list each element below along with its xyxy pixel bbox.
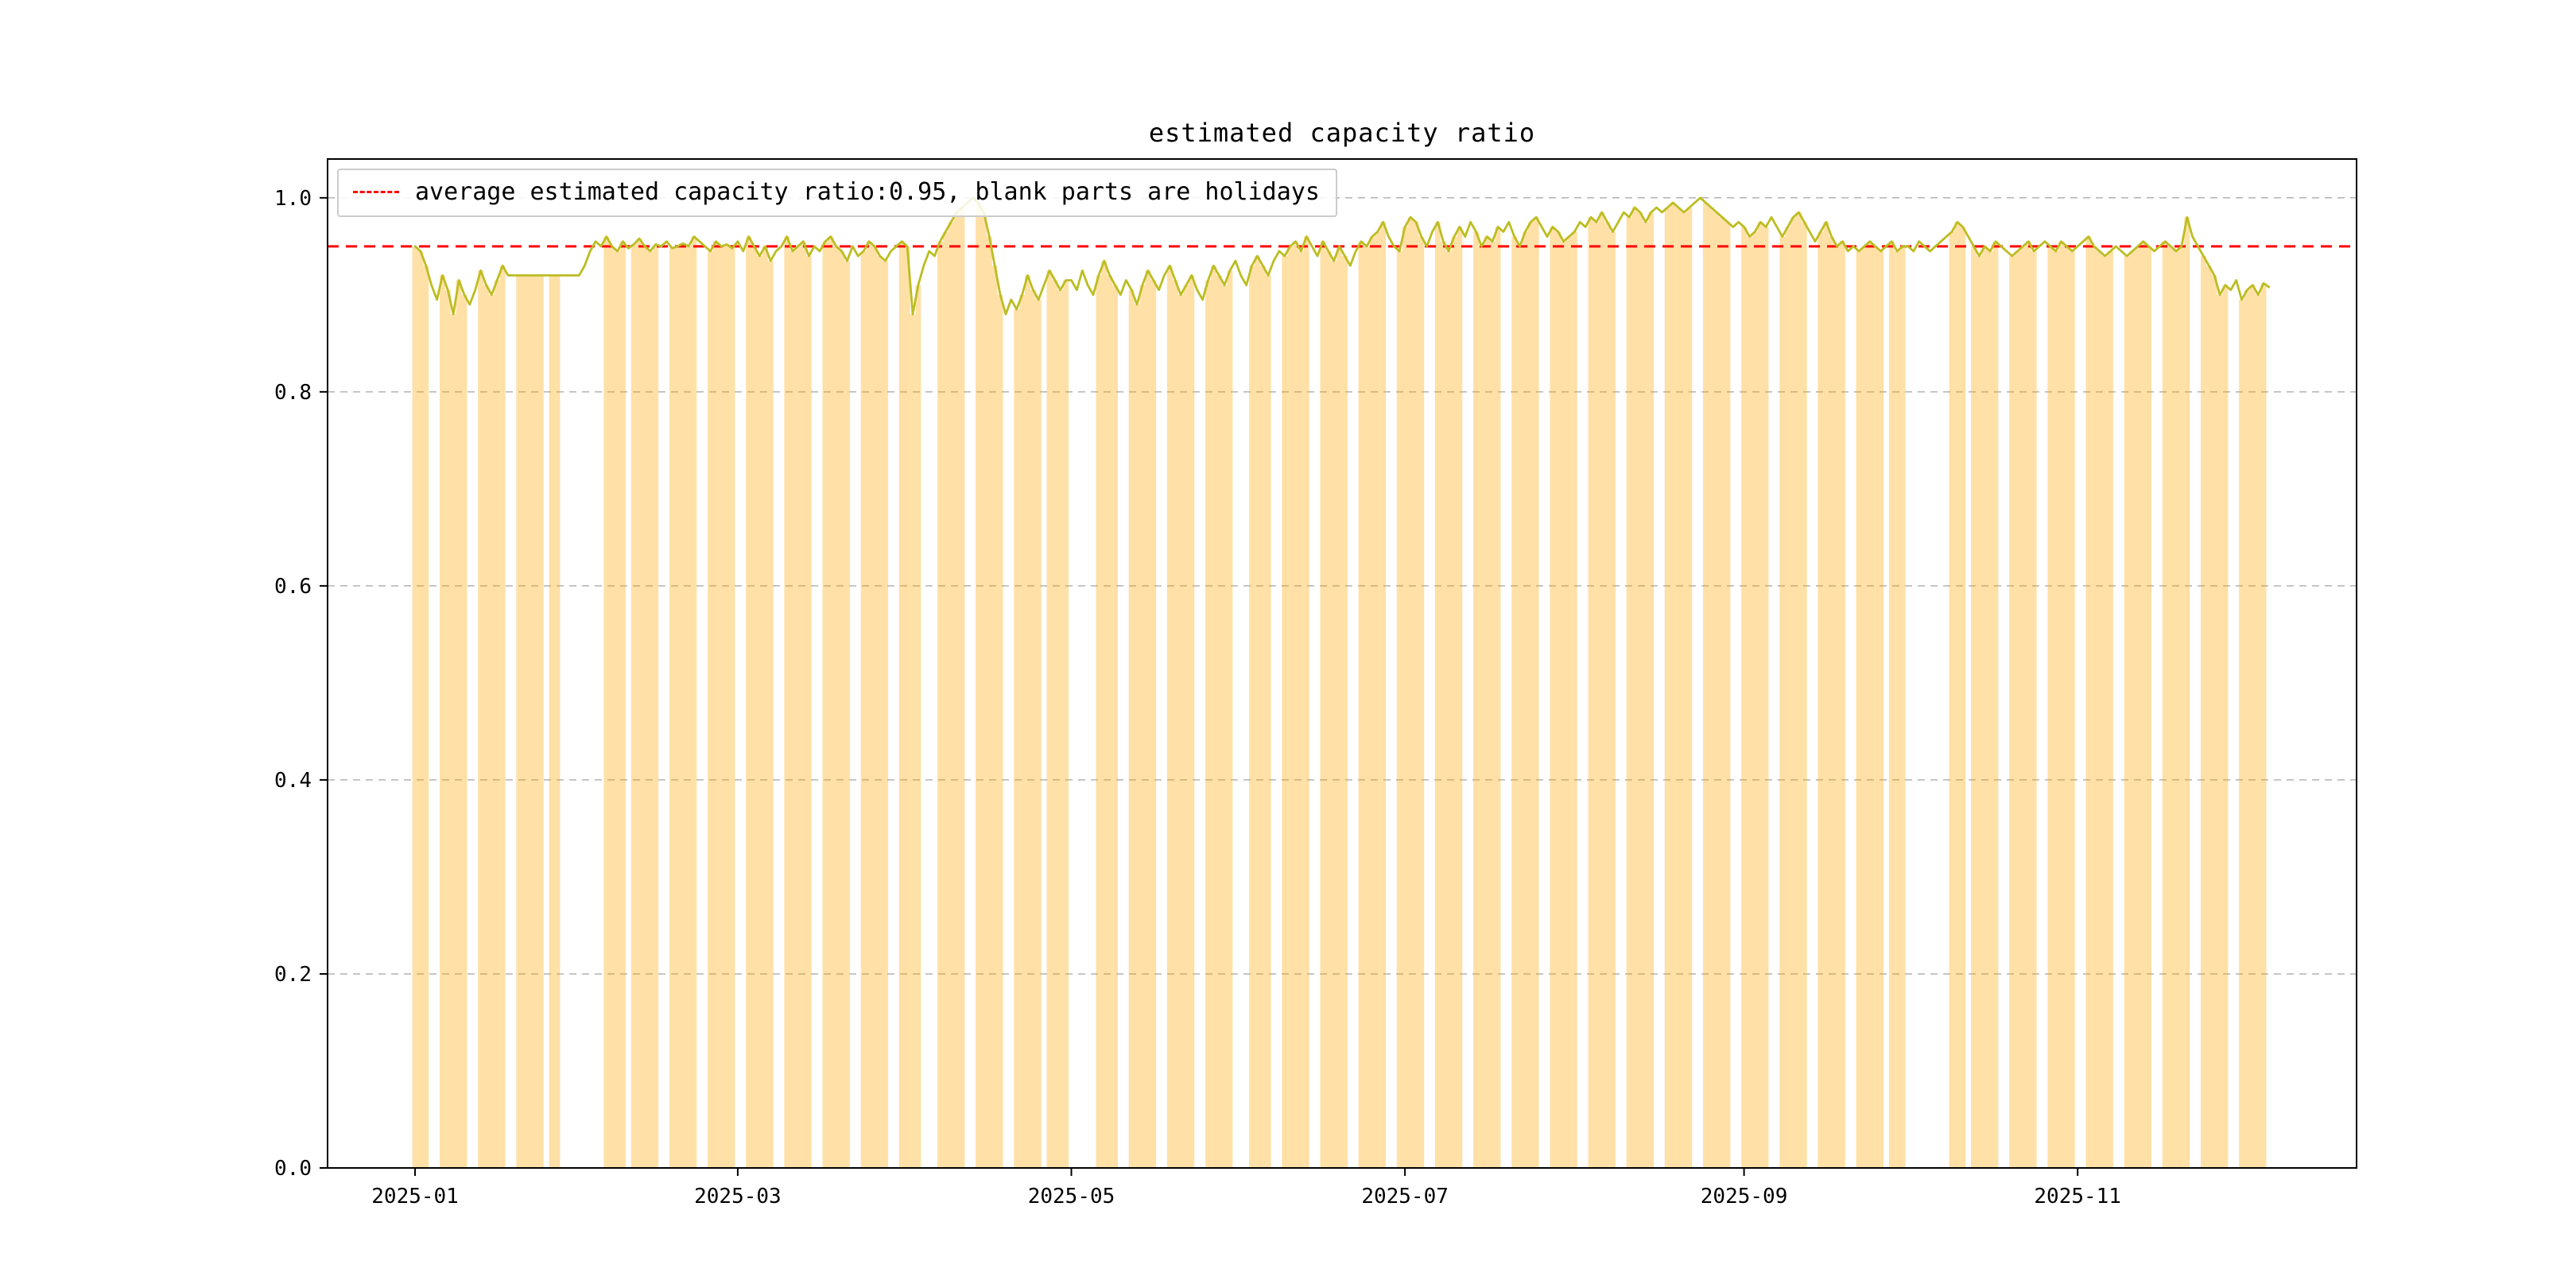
workday-bar <box>1949 222 1966 1168</box>
x-tick-label: 2025-11 <box>2034 1185 2121 1208</box>
workday-bar <box>1205 266 1233 1169</box>
workday-bar <box>1856 241 1884 1169</box>
workday-bar <box>549 275 561 1168</box>
workday-bar <box>1249 256 1271 1168</box>
workday-bar <box>746 236 774 1169</box>
workday-bar <box>2009 241 2037 1169</box>
workday-bar <box>2162 217 2190 1169</box>
x-tick-label: 2025-05 <box>1028 1185 1115 1208</box>
workday-bar <box>2201 256 2229 1168</box>
axis-frame <box>327 158 2357 1169</box>
workday-bar <box>822 236 850 1169</box>
workday-bar <box>1626 208 1655 1168</box>
workday-bar <box>1818 222 1845 1168</box>
workday-bar <box>440 275 467 1168</box>
workday-bar <box>1664 202 1693 1168</box>
y-tick-label: 0.0 <box>274 1157 312 1181</box>
workday-bar <box>1550 227 1577 1168</box>
x-tick-label: 2025-01 <box>371 1185 459 1208</box>
workday-bar <box>1096 261 1118 1169</box>
workday-bar <box>898 241 921 1169</box>
workday-bar <box>516 275 544 1168</box>
workday-bar <box>1282 236 1309 1169</box>
workday-bar <box>669 236 697 1169</box>
workday-bar <box>1971 241 1999 1169</box>
y-tick-label: 0.6 <box>274 575 312 599</box>
workday-bar <box>937 208 965 1168</box>
workday-bar <box>1320 241 1348 1169</box>
workday-bar <box>1779 212 1807 1169</box>
workday-bar <box>1703 202 1731 1168</box>
workday-bar <box>1473 227 1501 1168</box>
dashed-line-icon <box>353 191 399 193</box>
workday-bar <box>1741 222 1769 1168</box>
workday-bar <box>1396 217 1425 1169</box>
workday-bar <box>2085 236 2113 1169</box>
workday-bar <box>630 239 659 1169</box>
workday-bar <box>1014 275 1042 1168</box>
workday-bar <box>478 266 506 1169</box>
workday-bar <box>1166 266 1195 1169</box>
workday-bar <box>1128 270 1157 1168</box>
y-tick-label: 1.0 <box>274 187 312 211</box>
workday-bar <box>784 236 812 1169</box>
workday-bar <box>860 241 889 1169</box>
chart-title: estimated capacity ratio <box>1148 118 1536 148</box>
legend: average estimated capacity ratio:0.95, b… <box>337 169 1337 217</box>
workday-bar <box>1888 241 1906 1169</box>
workday-bar <box>2124 241 2151 1169</box>
workday-bar <box>1358 222 1386 1168</box>
legend-label: average estimated capacity ratio:0.95, b… <box>415 178 1320 206</box>
workday-bar <box>1511 217 1539 1169</box>
workday-bar <box>1434 222 1463 1168</box>
x-tick-label: 2025-09 <box>1701 1185 1788 1208</box>
workday-bar <box>2047 241 2075 1169</box>
y-tick-label: 0.4 <box>274 769 312 793</box>
x-tick-label: 2025-07 <box>1361 1185 1449 1208</box>
y-tick-label: 0.8 <box>274 381 312 405</box>
workday-bar <box>603 236 626 1169</box>
x-tick-label: 2025-03 <box>694 1185 782 1208</box>
capacity-ratio-line <box>413 196 2271 316</box>
y-tick-label: 0.2 <box>274 963 312 987</box>
workday-bar <box>1588 212 1616 1169</box>
workday-bar <box>2239 283 2267 1169</box>
workday-bar <box>1046 270 1069 1168</box>
workday-bar <box>412 246 429 1168</box>
workday-bar <box>708 241 735 1169</box>
workday-bar <box>976 202 1003 1168</box>
